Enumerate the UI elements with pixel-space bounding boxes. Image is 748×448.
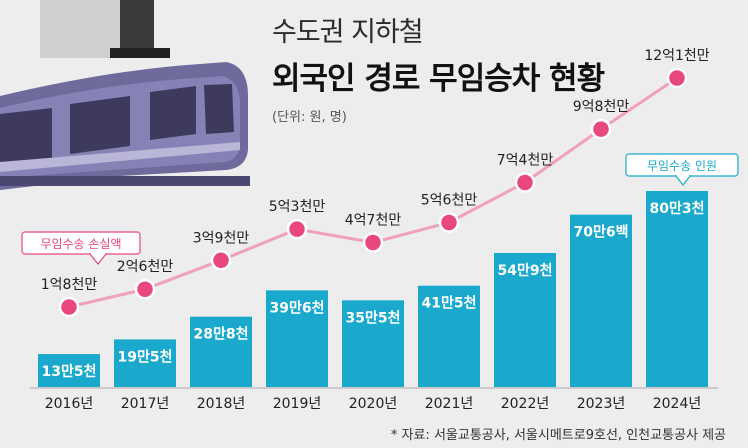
loss-point [362, 232, 384, 253]
riders-callout-pointer [674, 175, 692, 186]
loss-value-label: 3억9천만 [193, 230, 250, 246]
bar-value-label: 54만9천 [498, 263, 553, 279]
loss-value-label: 9억8천만 [573, 99, 630, 115]
x-tick-label: 2017년 [121, 396, 170, 412]
loss-callout-label: 무임수송 손실액 [40, 237, 121, 251]
bar [494, 252, 556, 387]
loss-value-label: 2억6천만 [117, 259, 174, 275]
loss-point [286, 218, 308, 240]
bar-value-label: 80만3천 [650, 201, 705, 217]
loss-callout-box [21, 231, 141, 255]
bar [114, 339, 176, 387]
x-tick-label: 2018년 [197, 396, 246, 412]
x-tick-label: 2024년 [653, 396, 702, 412]
loss-point [58, 296, 80, 318]
bar-value-label: 41만5천 [422, 296, 477, 312]
x-tick-label: 2022년 [501, 396, 550, 412]
bar-value-label: 35만5천 [346, 310, 401, 326]
loss-callout-pointer [88, 253, 108, 265]
loss-value-label: 5억6천만 [421, 193, 478, 209]
loss-point [590, 118, 612, 140]
bar [418, 285, 480, 387]
x-tick-label: 2019년 [273, 396, 322, 412]
bar [190, 316, 252, 387]
bar [266, 290, 328, 387]
loss-point [438, 212, 460, 233]
source-note: * 자료: 서울교통공사, 서울시메트로9호선, 인천교통공사 제공 [390, 428, 726, 443]
bar [342, 300, 404, 387]
x-tick-label: 2023년 [577, 396, 626, 412]
bar [38, 354, 100, 387]
chart-title-line1: 수도권 지하철 [272, 17, 424, 48]
bar [646, 191, 708, 387]
bar-value-label: 19만5천 [118, 349, 173, 365]
chart-title-line2: 외국인 경로 무임승차 현황 [272, 61, 605, 97]
x-tick-label: 2016년 [45, 396, 94, 412]
bar-value-label: 13만5천 [42, 364, 97, 380]
x-tick-label: 2021년 [425, 396, 474, 412]
riders-callout-label: 무임수송 인원 [647, 159, 717, 173]
loss-point [666, 67, 688, 89]
unit-note: (단위: 원, 명) [272, 110, 347, 125]
title-block: 수도권 지하철 외국인 경로 무임승차 현황 (단위: 원, 명) [272, 10, 605, 125]
bar [570, 214, 632, 387]
bar-value-label: 28만8천 [194, 327, 249, 343]
loss-point [134, 278, 156, 300]
bar-value-label: 70만6백 [574, 225, 629, 241]
bar-value-label: 39만6천 [270, 300, 325, 316]
loss-value-label: 1억8천만 [41, 277, 98, 293]
loss-point [514, 172, 536, 193]
train-illustration [0, 0, 250, 190]
x-tick-label: 2020년 [349, 396, 398, 412]
loss-point [210, 250, 232, 271]
loss-value-label: 12억1천만 [644, 48, 709, 64]
loss-value-label: 4억7천만 [345, 213, 402, 229]
loss-value-label: 5억3천만 [269, 199, 326, 215]
loss-value-label: 7억4천만 [497, 152, 554, 168]
